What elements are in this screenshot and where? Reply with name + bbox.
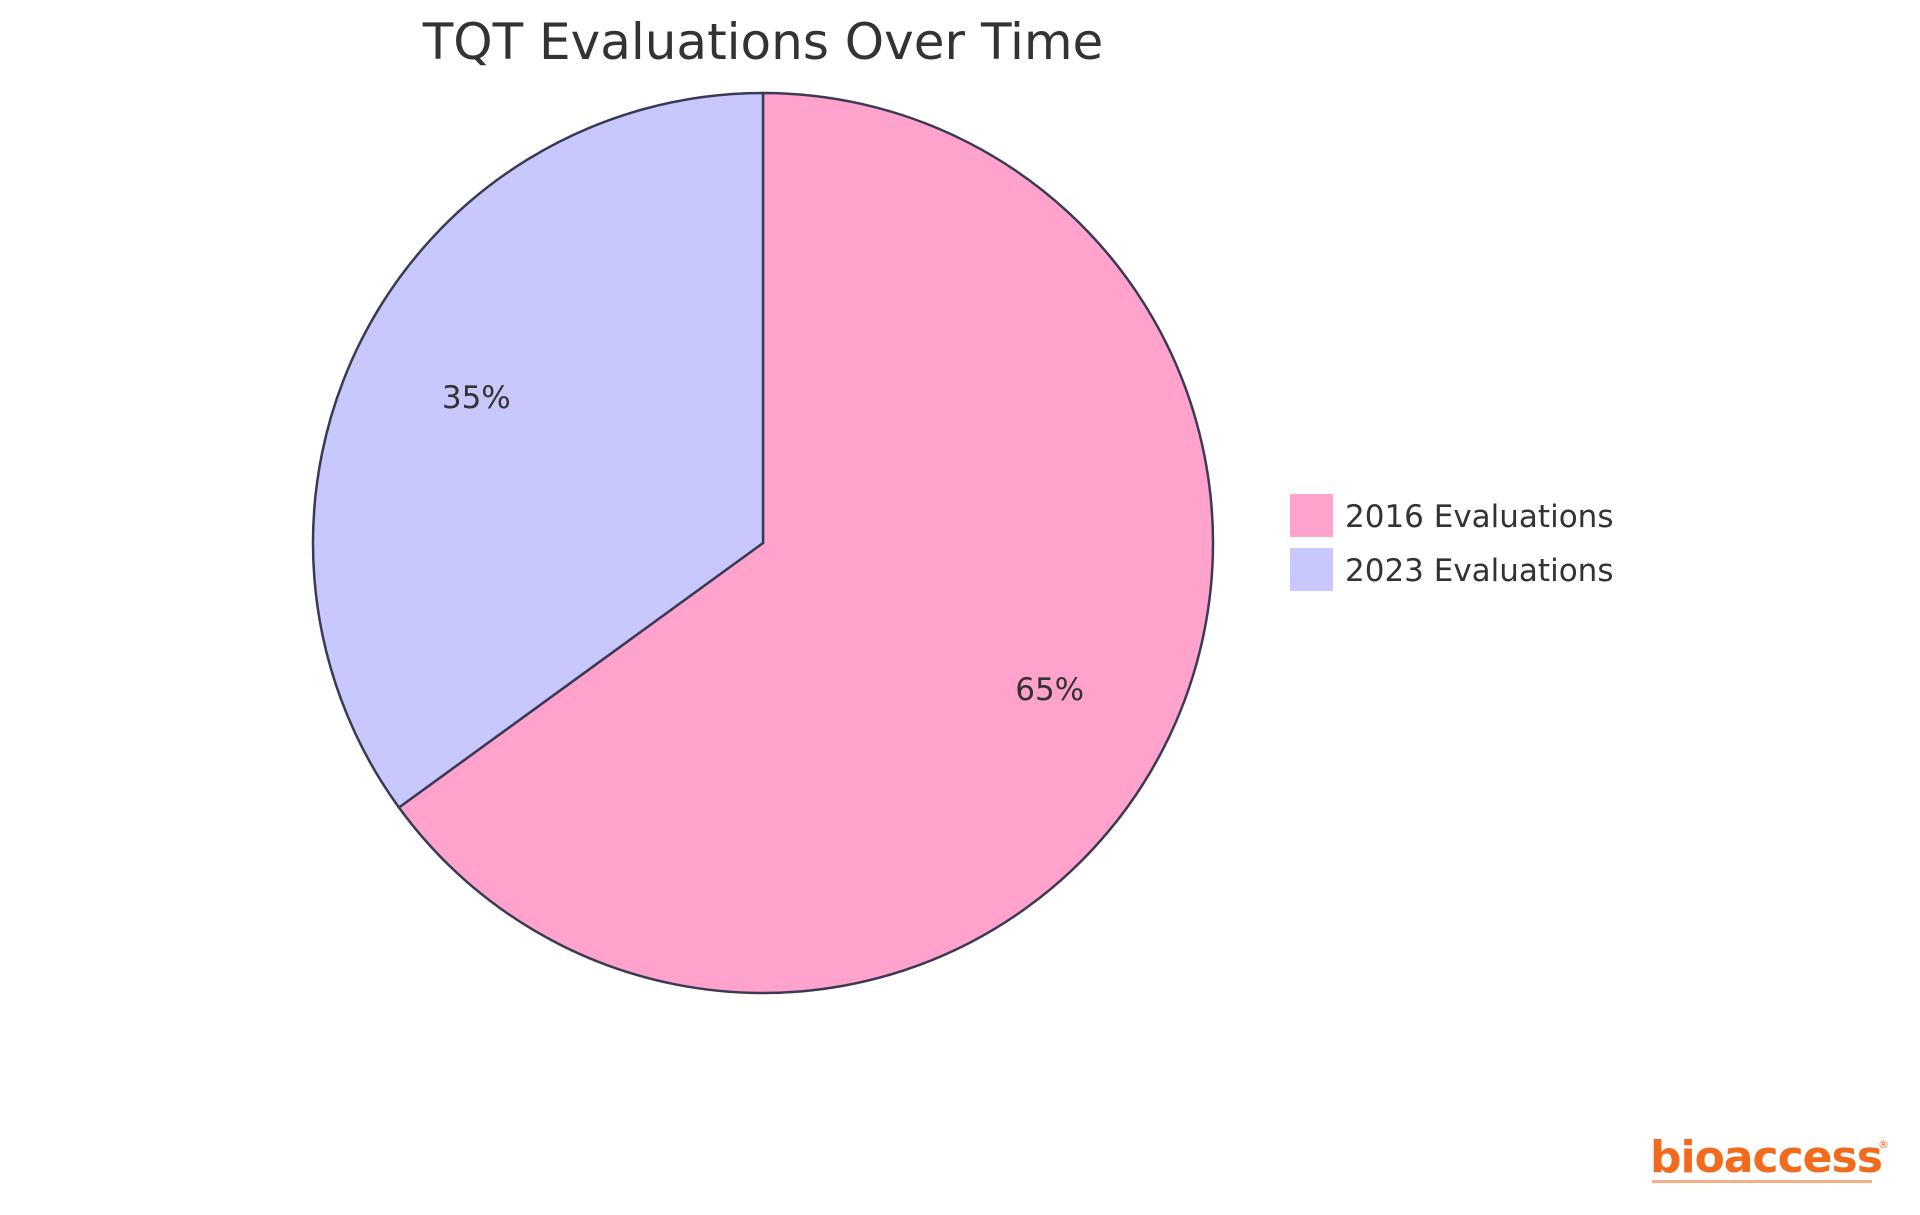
legend-label: 2023 Evaluations [1345, 553, 1613, 589]
logo-tagline-strip [1652, 1180, 1872, 1183]
registered-mark-icon: ® [1878, 1138, 1889, 1151]
pie-slice-2016-evaluations [397, 91, 1215, 995]
legend: 2016 Evaluations 2023 Evaluations [1288, 492, 1613, 593]
chart-title: TQT Evaluations Over Time [422, 13, 1104, 71]
slice-percent-label: 35% [442, 380, 511, 416]
pie-slice-2023-evaluations [311, 91, 765, 810]
legend-label: 2016 Evaluations [1345, 499, 1613, 535]
slice-percent-label: 65% [1015, 672, 1084, 708]
logo-wordmark: bioaccess [1650, 1132, 1882, 1183]
legend-swatch [1288, 546, 1335, 593]
legend-swatch [1288, 492, 1335, 539]
bioaccess-logo: bioaccess ® [1650, 1132, 1889, 1183]
pie-slices [311, 91, 1215, 995]
pie-slice-labels: 65% 35% [442, 380, 1084, 708]
